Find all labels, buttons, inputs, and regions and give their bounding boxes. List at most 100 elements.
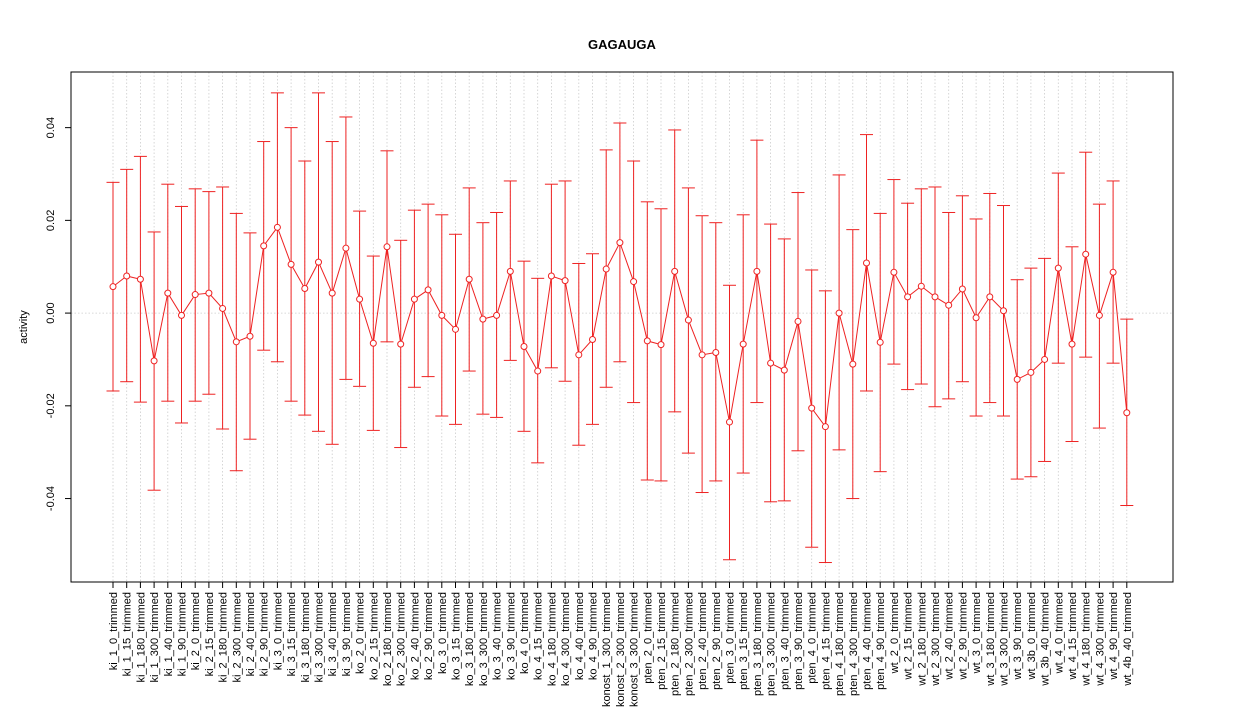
data-point [630,278,638,286]
x-tick-label: pten_2_300_trimmed [683,592,695,696]
x-tick-label: konost_1_300_trimmed [601,592,613,707]
x-tick-label: wt_2_90_trimmed [957,592,969,680]
x-tick-label: ko_2_90_trimmed [423,592,435,680]
x-tick-label: pten_2_90_trimmed [711,592,723,690]
x-tick-label: pten_3_40_trimmed [779,592,791,690]
x-tick-label: wt_4_300_trimmed [1094,592,1106,687]
data-point [369,339,377,347]
x-tick-label: ko_3_180_trimmed [464,592,476,686]
x-tick-label: ki_2_300_trimmed [231,592,243,683]
data-point [246,332,254,340]
data-point [328,289,336,297]
x-tick-label: ko_3_40_trimmed [492,592,504,680]
data-point [917,282,925,290]
x-tick-label: ko_4_15_trimmed [533,592,545,680]
data-point [397,340,405,348]
x-tick-label: konost_2_300_trimmed [615,592,627,707]
data-point [753,267,761,275]
data-point [534,367,542,375]
data-point [657,341,665,349]
x-tick-label: ki_2_0_trimmed [190,592,202,670]
data-point [643,337,651,345]
data-point [712,349,720,356]
x-tick-label: pten_3_300_trimmed [766,592,778,696]
x-tick-label: ko_4_90_trimmed [588,592,600,680]
data-point [698,351,706,359]
x-tick-label: pten_4_0_trimmed [807,592,819,684]
plot-frame [70,71,1174,583]
x-tick-label: ki_2_15_trimmed [204,592,216,676]
y-tick-label: -0.04 [45,486,57,511]
x-tick-label: wt_2_300_trimmed [930,592,942,687]
data-point [178,311,185,319]
x-tick-label: ko_2_300_trimmed [396,592,408,686]
data-point [945,301,953,309]
data-point [205,289,213,297]
data-point [726,418,733,426]
x-tick-label: ki_1_40_trimmed [163,592,175,676]
data-point [1041,355,1049,363]
x-tick-label: ki_3_15_trimmed [286,592,298,676]
x-tick-label: ki_3_40_trimmed [327,592,339,676]
data-point [972,314,980,322]
x-tick-label: pten_4_15_trimmed [820,592,832,690]
data-point [1013,375,1021,383]
x-tick-label: ki_1_90_trimmed [177,592,189,676]
data-point [547,272,555,280]
data-point [424,286,432,294]
x-tick-label: pten_4_40_trimmed [862,592,874,690]
y-tick-label: -0.02 [45,393,57,418]
x-tick-label: ko_3_300_trimmed [478,592,490,686]
x-tick-label: wt_3_0_trimmed [971,592,983,674]
x-tick-label: ko_3_0_trimmed [437,592,449,674]
x-tick-label: wt_2_40_trimmed [944,592,956,680]
x-tick-label: pten_3_0_trimmed [725,592,737,684]
data-point [506,267,514,275]
data-point [123,272,131,280]
x-tick-label: ki_3_0_trimmed [272,592,284,670]
data-point [671,267,679,275]
data-point [520,342,528,350]
data-point [904,293,912,301]
data-point [1082,250,1090,258]
y-tick-label: 0.00 [45,302,57,323]
series-layer [106,92,1134,564]
x-tick-label: wt_4b_40_trimmed [1122,592,1134,687]
x-tick-label: ko_4_300_trimmed [560,592,572,686]
data-point [821,423,829,431]
x-tick-label: ko_3_15_trimmed [451,592,463,680]
data-point [164,289,172,297]
x-tick-label: wt_3_300_trimmed [999,592,1011,687]
data-point [808,404,816,412]
x-tick-label: wt_3_90_trimmed [1012,592,1024,680]
x-tick-label: ki_1_15_trimmed [122,592,134,676]
x-tick-label: pten_2_15_trimmed [656,592,668,690]
data-point [438,311,446,319]
data-point [616,239,624,247]
y-tick-label: 0.02 [45,210,57,231]
x-tick-label: ko_2_15_trimmed [368,592,380,680]
data-point [150,357,158,365]
data-point [739,340,747,348]
data-point [191,291,199,299]
data-point [493,311,501,319]
data-point [315,258,322,266]
data-point [931,293,939,301]
data-point [1109,268,1117,276]
x-tick-label: wt_2_0_trimmed [889,592,901,674]
x-tick-label: pten_3_180_trimmed [752,592,764,696]
data-point [794,317,802,325]
data-point [452,325,459,333]
data-point [1123,409,1131,417]
data-point [273,223,281,231]
x-tick-label: wt_4_90_trimmed [1108,592,1120,680]
x-tick-label: ki_1_180_trimmed [135,592,147,683]
x-tick-label: ko_2_40_trimmed [409,592,421,680]
data-point [479,315,487,323]
data-point [301,285,309,293]
x-tick-label: ki_3_300_trimmed [314,592,326,683]
x-tick-label: pten_2_180_trimmed [670,592,682,696]
x-tick-label: ki_1_300_trimmed [149,592,161,683]
x-tick-label: pten_2_0_trimmed [642,592,654,684]
